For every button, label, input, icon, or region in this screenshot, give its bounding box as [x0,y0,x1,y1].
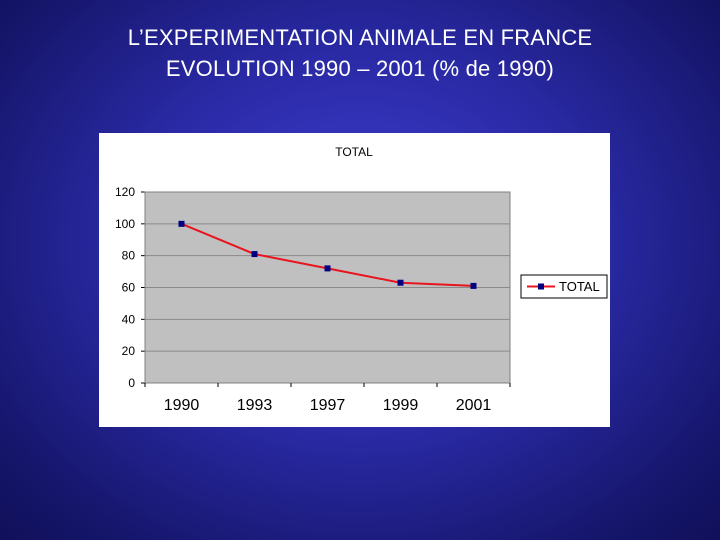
y-tick-label: 120 [115,185,135,199]
slide-title-line-2: EVOLUTION 1990 – 2001 (% de 1990) [165,56,555,81]
x-tick-label: 1993 [237,397,273,414]
data-point [324,265,331,272]
x-tick-label: 2001 [456,397,492,414]
x-tick-label: 1999 [383,397,419,414]
y-tick-label: 80 [122,249,136,263]
x-tick-label: 1997 [310,397,346,414]
slide-title: L’EXPERIMENTATION ANIMALE EN FRANCE EVOL… [0,22,720,84]
y-tick-label: 0 [128,376,135,390]
slide-title-line-1: L’EXPERIMENTATION ANIMALE EN FRANCE [127,25,593,50]
legend-box [520,274,608,299]
plot-border [144,191,511,384]
chart-title: TOTAL [335,145,373,159]
x-tick-label: 1990 [164,397,200,414]
data-point [470,282,477,289]
data-point [397,279,404,286]
y-tick-label: 40 [122,312,136,326]
y-tick-label: 20 [122,344,136,358]
y-tick-label: 60 [122,281,136,295]
line-chart: TOTAL 0 20 40 60 80 100 120 1990 1993 1997 1999 200… [115,145,608,414]
data-point [251,251,258,258]
legend-marker-swatch [538,283,544,290]
y-tick-label: 100 [115,217,135,231]
chart-container: TOTAL 0 20 40 60 80 100 120 1990 1993 1997 1999 200… [99,133,610,427]
data-point [178,220,185,227]
legend-label: TOTAL [559,279,600,294]
